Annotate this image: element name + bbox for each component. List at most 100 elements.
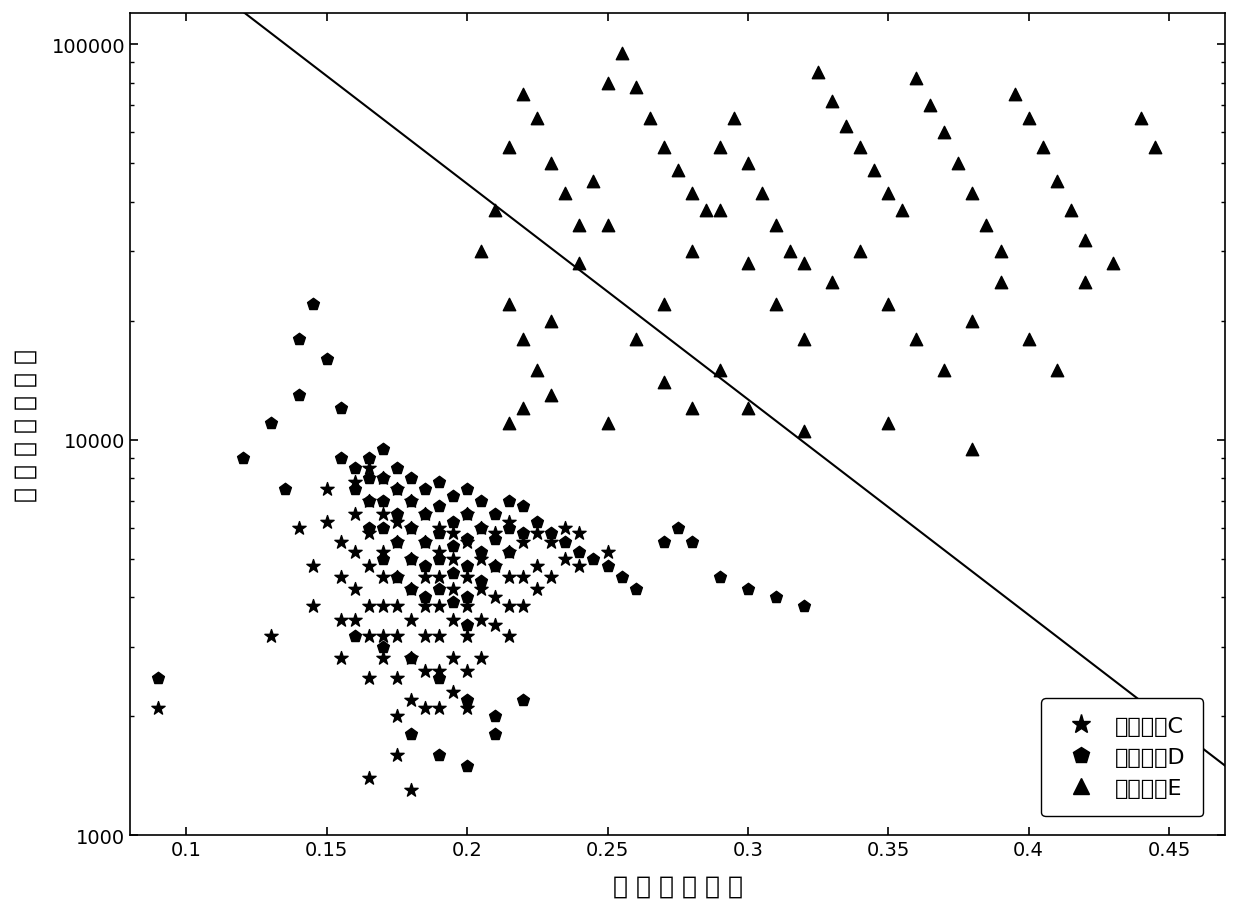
Point (513, 499, 533, 514)
Point (541, 536, 561, 550)
Point (570, 527, 590, 541)
Point (373, 546, 393, 560)
Point (387, 709, 406, 723)
Point (1145, 140, 1165, 155)
Point (359, 495, 379, 509)
Point (415, 701, 435, 715)
Point (401, 651, 421, 666)
Point (387, 461, 406, 476)
Point (444, 582, 463, 597)
Point (486, 559, 506, 574)
Point (471, 546, 491, 560)
Point (794, 425, 814, 439)
Point (499, 521, 519, 536)
Point (907, 72, 927, 87)
Point (260, 416, 280, 431)
Point (570, 218, 590, 232)
Point (387, 483, 406, 497)
Point (710, 363, 730, 378)
Point (781, 244, 800, 259)
Point (373, 495, 393, 509)
Point (738, 157, 758, 171)
Point (415, 559, 435, 574)
Point (387, 629, 406, 643)
Point (233, 451, 253, 466)
Point (359, 451, 379, 466)
Point (344, 582, 364, 597)
Point (429, 670, 449, 685)
Point (1033, 140, 1053, 155)
Point (359, 471, 379, 486)
Point (654, 298, 674, 312)
Point (528, 363, 548, 378)
Point (471, 244, 491, 259)
Point (528, 582, 548, 597)
Point (444, 527, 463, 541)
Point (344, 546, 364, 560)
Point (471, 521, 491, 536)
Point (499, 599, 519, 614)
Point (949, 157, 969, 171)
Point (344, 476, 364, 490)
Point (429, 582, 449, 597)
Point (1018, 112, 1038, 127)
Point (373, 570, 393, 585)
Legend: 脑电信号C, 脑电信号D, 脑电信号E: 脑电信号C, 脑电信号D, 脑电信号E (1041, 699, 1203, 816)
Point (429, 664, 449, 679)
Point (344, 613, 364, 628)
Point (1103, 256, 1123, 271)
Point (373, 629, 393, 643)
Point (331, 570, 351, 585)
Point (429, 748, 449, 763)
Point (415, 536, 435, 550)
Point (991, 276, 1011, 291)
Point (373, 442, 393, 456)
Point (401, 495, 421, 509)
X-axis label: 全 局 聚 集 系 数: 全 局 聚 集 系 数 (613, 873, 742, 897)
Point (289, 333, 309, 347)
Point (991, 244, 1011, 259)
Point (907, 333, 927, 347)
Point (766, 218, 786, 232)
Point (344, 461, 364, 476)
Point (373, 471, 393, 486)
Point (415, 599, 435, 614)
Point (654, 536, 674, 550)
Point (457, 759, 477, 773)
Point (541, 314, 561, 329)
Point (597, 546, 617, 560)
Point (344, 483, 364, 497)
Point (794, 599, 814, 614)
Point (387, 536, 406, 550)
Point (387, 483, 406, 497)
Point (541, 157, 561, 171)
Point (555, 536, 575, 550)
Point (401, 582, 421, 597)
Point (738, 402, 758, 416)
Point (401, 552, 421, 567)
Point (963, 187, 983, 201)
Point (444, 538, 463, 553)
Point (444, 613, 463, 628)
Point (444, 552, 463, 567)
Point (584, 175, 603, 189)
Point (794, 256, 814, 271)
Point (429, 599, 449, 614)
Point (486, 527, 506, 541)
Point (486, 590, 506, 605)
Point (444, 567, 463, 581)
Point (486, 559, 506, 574)
Point (1047, 175, 1067, 189)
Point (499, 570, 519, 585)
Point (486, 727, 506, 742)
Point (359, 629, 379, 643)
Point (597, 77, 617, 91)
Point (359, 771, 379, 785)
Point (429, 499, 449, 514)
Point (486, 507, 506, 521)
Point (457, 559, 477, 574)
Point (387, 599, 406, 614)
Point (359, 495, 379, 509)
Point (344, 507, 364, 521)
Point (865, 164, 885, 179)
